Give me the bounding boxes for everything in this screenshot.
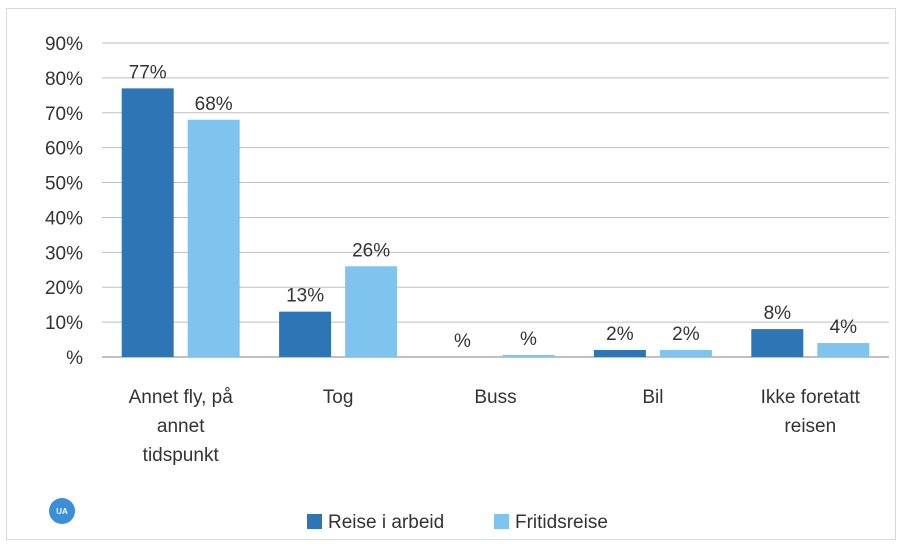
category-label-line: Bil [642, 387, 663, 408]
bar-fritidsreise-3 [659, 350, 712, 357]
bar-reise-i-arbeid-3 [593, 350, 646, 357]
category-label-2: Buss [474, 387, 516, 408]
legend: Reise i arbeid Fritidsreise [307, 512, 608, 533]
y-tick-label-0: % [66, 348, 83, 369]
y-tick-label-7: 70% [45, 104, 83, 125]
data-label-1-1: 26% [352, 240, 390, 261]
y-tick-label-1: 10% [45, 313, 83, 334]
y-tick-label-2: 20% [45, 278, 83, 299]
category-label-line: annet [157, 416, 205, 437]
data-label-0-3: 2% [606, 324, 634, 345]
data-label-0-1: 13% [286, 286, 324, 307]
bar-fritidsreise-0 [187, 119, 240, 357]
data-label-0-4: 8% [764, 303, 792, 324]
data-label-0-0: 77% [129, 62, 167, 83]
bar-fritidsreise-4 [817, 343, 870, 357]
category-label-1: Tog [323, 387, 354, 408]
bars [121, 88, 870, 357]
category-labels: Annet fly, på annet tidspunkt Tog Buss Bil Ikk… [129, 387, 861, 466]
bar-fritidsreise-1 [345, 266, 398, 357]
category-label-4: Ikke foretatt reisen [761, 387, 861, 437]
category-label-0: Annet fly, på annet tidspunkt [129, 387, 234, 466]
data-label-1-0: 68% [195, 94, 233, 115]
y-tick-label-5: 50% [45, 174, 83, 195]
category-label-line: Tog [323, 387, 354, 408]
legend-swatch-1 [494, 514, 509, 529]
chart-frame: % 10% 20% 30% 40% 50% 60% 70% 80% 90% 77% 68% 13% 26… [6, 8, 896, 540]
category-label-3: Bil [642, 387, 663, 408]
data-label-1-2: % [520, 329, 537, 350]
data-label-1-3: 2% [672, 324, 700, 345]
data-label-0-2: % [454, 331, 471, 352]
category-label-line: reisen [784, 416, 836, 437]
y-tick-label-3: 30% [45, 243, 83, 264]
y-tick-label-9: 90% [45, 34, 83, 55]
y-tick-label-6: 60% [45, 139, 83, 160]
bar-reise-i-arbeid-4 [751, 329, 804, 357]
data-label-1-4: 4% [830, 317, 858, 338]
legend-label-0: Reise i arbeid [328, 512, 444, 533]
category-label-line: Annet fly, på [129, 387, 234, 408]
badge-text: UA [56, 507, 68, 516]
bar-chart: % 10% 20% 30% 40% 50% 60% 70% 80% 90% 77% 68% 13% 26… [45, 34, 889, 533]
bar-fritidsreise-2 [502, 354, 555, 357]
bar-reise-i-arbeid-0 [121, 88, 174, 357]
ua-badge-icon: UA [49, 498, 75, 524]
legend-swatch-0 [307, 514, 322, 529]
y-tick-label-8: 80% [45, 69, 83, 90]
y-tick-label-4: 40% [45, 208, 83, 229]
legend-label-1: Fritidsreise [515, 512, 608, 533]
badge-circle [49, 498, 75, 524]
category-label-line: Buss [474, 387, 516, 408]
category-label-line: tidspunkt [143, 445, 220, 466]
bar-reise-i-arbeid-1 [279, 311, 332, 357]
data-labels: 77% 68% 13% 26%%% 2% 2% 8% 4% [129, 62, 857, 352]
category-label-line: Ikke foretatt [761, 387, 861, 408]
y-axis-ticks: % 10% 20% 30% 40% 50% 60% 70% 80% 90% [45, 34, 83, 369]
